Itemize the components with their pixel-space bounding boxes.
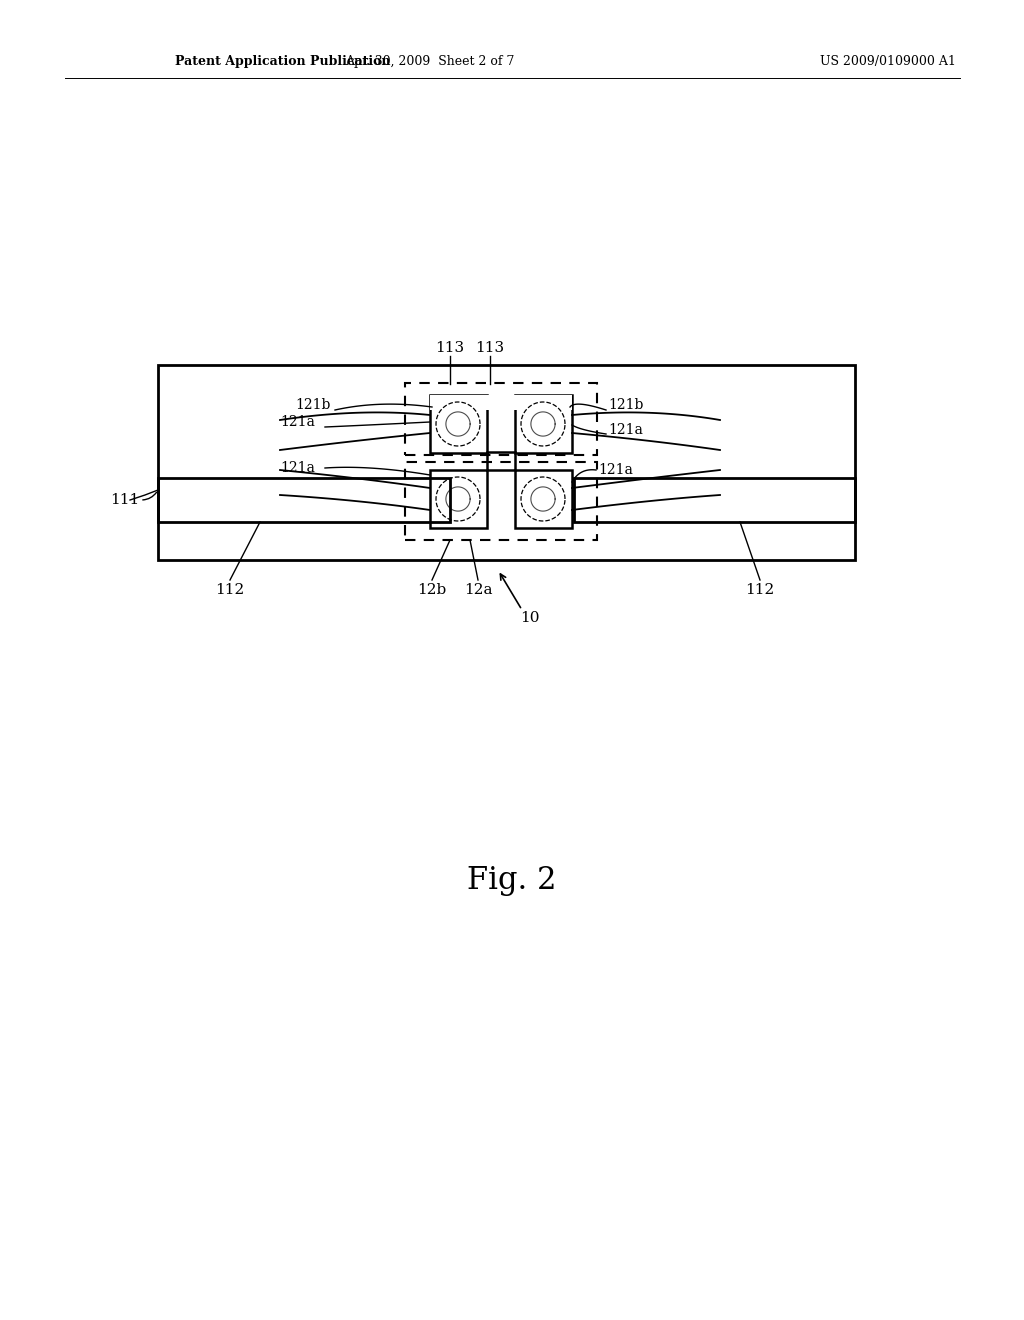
Bar	[430, 470, 487, 528]
Text: Fig. 2: Fig. 2	[467, 865, 557, 895]
Bar	[158, 478, 450, 521]
Text: Apr. 30, 2009  Sheet 2 of 7: Apr. 30, 2009 Sheet 2 of 7	[345, 55, 515, 69]
Text: 121a: 121a	[608, 422, 643, 437]
Text: 121a: 121a	[598, 463, 633, 477]
Text: 113: 113	[475, 341, 505, 355]
Text: 12a: 12a	[464, 583, 493, 597]
Text: 112: 112	[745, 583, 774, 597]
Text: 10: 10	[520, 611, 540, 624]
Text: 12b: 12b	[418, 583, 446, 597]
Text: 111: 111	[110, 492, 139, 507]
Text: Patent Application Publication: Patent Application Publication	[175, 55, 390, 69]
Bar	[430, 395, 572, 411]
Text: 113: 113	[435, 341, 465, 355]
Text: 121a: 121a	[280, 461, 314, 475]
Bar	[574, 478, 855, 521]
Bar	[430, 395, 487, 453]
Text: 121b: 121b	[608, 399, 643, 412]
Text: US 2009/0109000 A1: US 2009/0109000 A1	[820, 55, 955, 69]
Bar	[406, 383, 597, 455]
Text: 112: 112	[215, 583, 245, 597]
Bar	[515, 395, 572, 453]
Bar	[158, 366, 855, 560]
Bar	[406, 462, 597, 540]
Bar	[515, 470, 572, 528]
Text: 121b: 121b	[295, 399, 331, 412]
Text: 121a: 121a	[280, 414, 314, 429]
Bar	[487, 451, 515, 470]
